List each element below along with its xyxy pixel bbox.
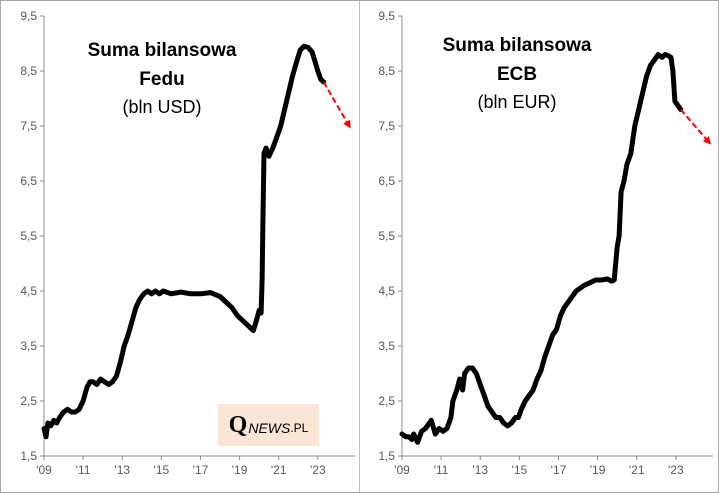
ecb-x-tick-label: '17	[551, 463, 567, 477]
ecb-y-tick-label: 1,5	[378, 449, 395, 463]
fed-x-tick-label: '23	[310, 463, 326, 477]
fed-y-tick-label: 8,5	[20, 64, 37, 78]
fed-panel: 9,5 8,5 7,5 6,5 5,5 4,5 3,5 2,5 1,5 '09 '11 '13 '15…	[20, 9, 355, 477]
ecb-y-tick-label: 8,5	[378, 64, 395, 78]
ecb-y-tick-label: 4,5	[378, 284, 395, 298]
fed-chart-title: Suma bilansowa	[88, 40, 237, 61]
fed-x-tick-label: '13	[114, 463, 130, 477]
ecb-chart-title-line2: ECB	[497, 64, 537, 85]
fed-x-tick-label: '09	[36, 463, 52, 477]
logo-news: NEWS	[248, 420, 291, 436]
fed-y-tick-label: 6,5	[20, 174, 37, 188]
ecb-x-tick-label: '11	[434, 463, 449, 477]
ecb-y-tick-label: 3,5	[378, 339, 395, 353]
ecb-x-tick-label: '21	[629, 463, 645, 477]
fed-balance-line	[41, 43, 327, 440]
ecb-x-tick-label: '19	[590, 463, 606, 477]
fed-y-tick-label: 7,5	[20, 119, 37, 133]
fed-x-tick-label: '11	[76, 463, 91, 477]
ecb-balance-line	[399, 52, 684, 445]
logo-pl: .PL	[290, 421, 309, 435]
ecb-trend-arrow	[679, 108, 712, 145]
qnews-logo: Q NEWS .PL	[218, 404, 319, 446]
ecb-x-tick-label: '13	[472, 463, 488, 477]
fed-y-tick-label: 4,5	[20, 284, 37, 298]
fed-x-tick-label: '17	[193, 463, 209, 477]
fed-x-tick-label: '19	[232, 463, 248, 477]
fed-y-tick-label: 1,5	[20, 449, 37, 463]
fed-y-tick-label: 9,5	[20, 9, 37, 23]
ecb-chart-title: Suma bilansowa	[443, 35, 592, 56]
ecb-unit-label: (bln EUR)	[477, 92, 556, 112]
fed-x-tick-labels: '09 '11 '13 '15 '17 '19 '21 '23	[36, 456, 326, 477]
ecb-y-tick-label: 6,5	[378, 174, 395, 188]
fed-trend-arrow	[322, 81, 351, 129]
fed-x-tick-label: '15	[154, 463, 170, 477]
fed-x-tick-label: '21	[271, 463, 287, 477]
ecb-y-tick-label: 9,5	[378, 9, 395, 23]
ecb-x-tick-label: '09	[394, 463, 410, 477]
fed-y-tick-label: 3,5	[20, 339, 37, 353]
ecb-y-tick-label: 5,5	[378, 229, 395, 243]
ecb-x-tick-label: '15	[512, 463, 528, 477]
ecb-x-tick-label: '23	[668, 463, 684, 477]
fed-y-tick-labels: 9,5 8,5 7,5 6,5 5,5 4,5 3,5 2,5 1,5	[20, 9, 44, 463]
ecb-y-tick-label: 2,5	[378, 394, 395, 408]
fed-y-tick-label: 2,5	[20, 394, 37, 408]
ecb-y-tick-label: 7,5	[378, 119, 395, 133]
logo-q: Q	[228, 411, 248, 438]
ecb-panel: 9,5 8,5 7,5 6,5 5,5 4,5 3,5 2,5 1,5 '09 '11 '13 '15…	[378, 9, 713, 477]
ecb-y-tick-labels: 9,5 8,5 7,5 6,5 5,5 4,5 3,5 2,5 1,5	[378, 9, 402, 463]
fed-unit-label: (bln USD)	[122, 97, 201, 117]
ecb-x-tick-labels: '09 '11 '13 '15 '17 '19 '21 '23	[394, 456, 684, 477]
fed-chart-title-line2: Fedu	[139, 69, 184, 90]
fed-y-tick-label: 5,5	[20, 229, 37, 243]
